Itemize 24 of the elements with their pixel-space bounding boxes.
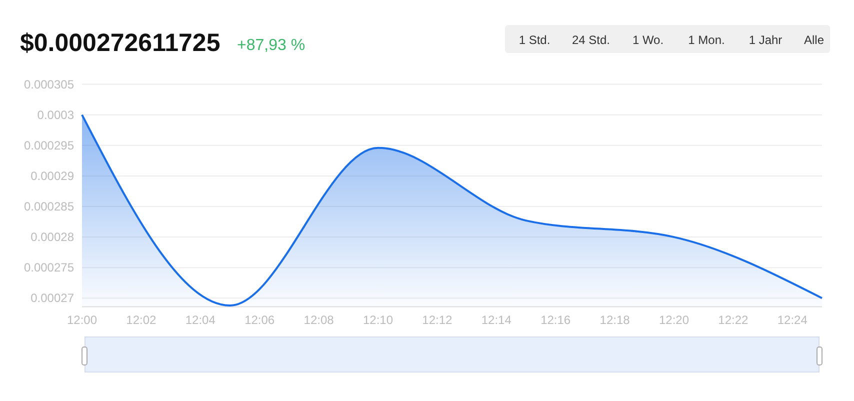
x-tick-label: 12:02: [126, 313, 157, 327]
x-tick-label: 12:06: [244, 313, 275, 327]
chart-title: $0.000272611725: [20, 29, 220, 57]
x-tick-label: 12:20: [658, 313, 690, 327]
x-tick-label: 12:14: [481, 313, 512, 327]
x-tick-label: 12:10: [362, 313, 394, 327]
y-tick-label: 0.000275: [24, 260, 74, 275]
x-tick-label: 12:22: [718, 313, 749, 327]
y-tick-label: 0.00028: [30, 230, 74, 244]
x-tick-label: 12:24: [777, 313, 808, 327]
y-tick-label: 0.00029: [30, 168, 74, 183]
x-tick-label: 12:16: [540, 313, 571, 327]
time-range-buttons: 1 Std. 24 Std. 1 Wo. 1 Mon. 1 Jahr Alle: [505, 25, 830, 53]
x-tick-label: 12:04: [185, 313, 216, 327]
y-tick-label: 0.000305: [24, 77, 74, 92]
x-tick-label: 12:08: [304, 313, 334, 327]
chart-subtitle: +87,93 %: [237, 37, 306, 54]
x-tick-label: 12:18: [600, 313, 630, 327]
y-tick-label: 0.000295: [24, 138, 74, 152]
x-tick-label: 12:00: [66, 313, 98, 327]
y-tick-label: 0.000285: [24, 200, 74, 214]
y-tick-label: 0.00027: [30, 291, 74, 306]
y-tick-label: 0.0003: [37, 108, 74, 122]
x-tick-label: 12:12: [422, 313, 453, 327]
